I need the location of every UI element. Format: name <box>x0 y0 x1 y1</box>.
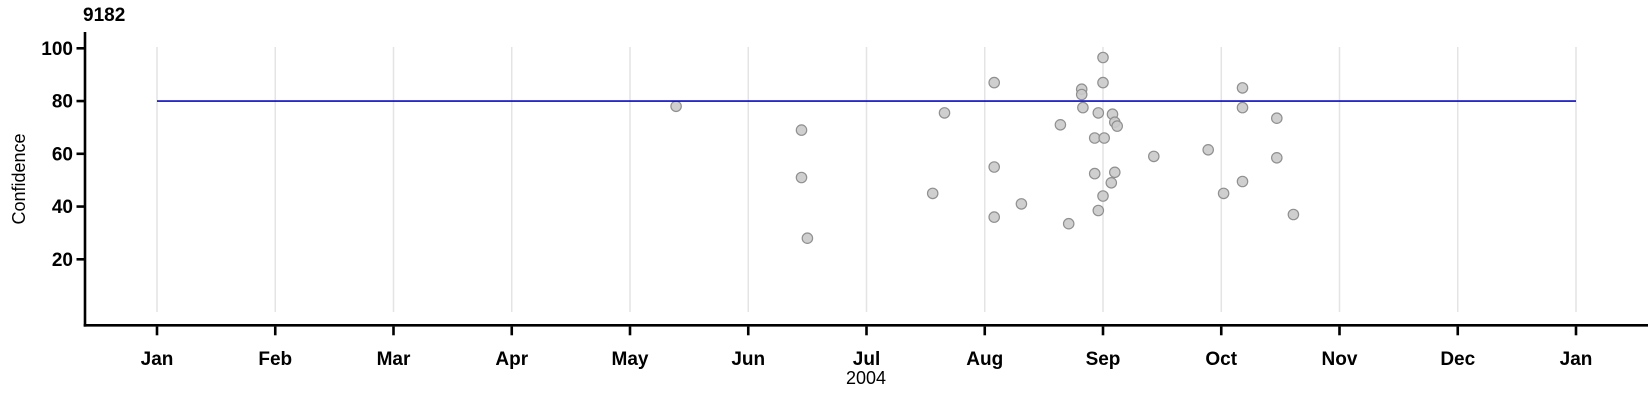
scatter-point <box>1088 132 1101 144</box>
scatter-point <box>1054 119 1067 131</box>
scatter-point <box>988 211 1000 223</box>
scatter-point <box>1287 208 1300 221</box>
chart-title: 9182 <box>83 5 126 26</box>
scatter-point <box>1271 112 1283 124</box>
scatter-point <box>1092 204 1105 217</box>
scatter-point <box>1148 150 1160 163</box>
y-tick-label: 80 <box>52 92 73 113</box>
x-tick-label: Dec <box>1440 349 1475 370</box>
x-tick-label: Oct <box>1205 349 1237 370</box>
scatter-point <box>1097 76 1109 89</box>
scatter-point <box>1105 177 1118 189</box>
scatter-point <box>801 232 814 244</box>
x-tick-label: Sep <box>1086 349 1121 370</box>
scatter-point <box>795 171 808 184</box>
x-tick-label: Feb <box>258 349 292 370</box>
scatter-point <box>1015 198 1028 210</box>
x-tick-label: Jan <box>1560 349 1593 370</box>
y-axis-title: Confidence <box>9 133 29 225</box>
x-tick-label: Jul <box>853 349 880 370</box>
scatter-point <box>1202 144 1214 156</box>
scatter-point <box>1075 88 1088 101</box>
scatter-point <box>988 76 1000 89</box>
scatter-point <box>988 161 1000 173</box>
scatter-point <box>1062 217 1075 230</box>
scatter-point <box>1097 190 1109 202</box>
scatter-point <box>1217 187 1230 200</box>
scatter-point <box>1088 167 1101 180</box>
scatter-point <box>1092 107 1105 119</box>
scatter-point <box>1097 51 1109 64</box>
scatter-point <box>1098 132 1110 144</box>
scatter-point <box>1077 101 1089 114</box>
scatter-point <box>1236 175 1249 188</box>
x-tick-label: Jan <box>141 349 174 370</box>
scatter-point <box>1236 82 1249 94</box>
scatter-point <box>1109 166 1121 179</box>
scatter-point <box>670 100 682 113</box>
scatter-point <box>926 187 939 200</box>
scatter-point <box>938 107 951 119</box>
x-tick-label: Mar <box>377 349 411 370</box>
y-tick-label: 60 <box>52 144 73 165</box>
x-tick-label: Aug <box>966 349 1003 370</box>
y-tick-label: 100 <box>41 39 73 60</box>
x-tick-label: Apr <box>495 349 528 370</box>
scatter-point <box>795 124 808 136</box>
scatter-point <box>1111 120 1123 132</box>
x-tick-label: Nov <box>1322 349 1358 370</box>
x-axis-year-label: 2004 <box>845 368 887 388</box>
scatter-point <box>1271 152 1283 164</box>
y-tick-label: 20 <box>52 250 73 271</box>
scatter-point <box>1236 101 1249 114</box>
x-tick-label: Jun <box>731 349 765 370</box>
y-tick-label: 40 <box>52 197 73 218</box>
x-tick-label: May <box>612 349 649 370</box>
